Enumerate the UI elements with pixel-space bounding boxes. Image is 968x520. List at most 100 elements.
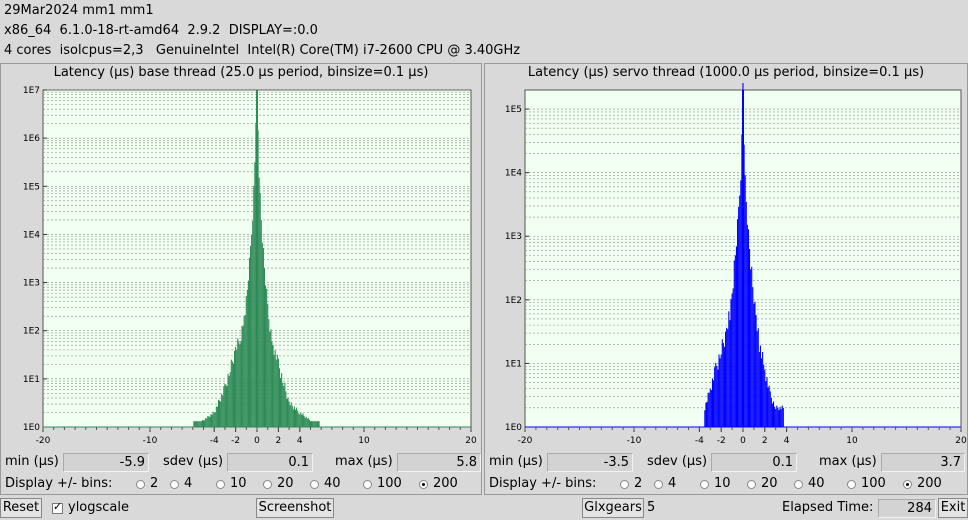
servo-histogram-bar	[771, 403, 773, 427]
servo-histogram-bar	[755, 315, 757, 427]
servo-bins-radio-100[interactable]	[847, 480, 856, 489]
base-histogram-bar	[300, 412, 302, 427]
base-bins-radio-20[interactable]	[263, 480, 272, 489]
screenshot-button[interactable]: Screenshot	[256, 498, 334, 518]
base-histogram-bar	[270, 329, 272, 427]
base-min-value: -5.9	[63, 453, 149, 472]
servo-histogram-bar	[719, 358, 721, 427]
servo-histogram-bar	[704, 410, 706, 427]
base-histogram-bar	[290, 402, 292, 427]
servo-bins-radio-4[interactable]	[654, 480, 663, 489]
base-histogram-bar	[200, 421, 202, 427]
base-histogram-bar	[233, 350, 236, 427]
base-histogram-bar	[268, 319, 270, 427]
base-histogram: 1E0 1E1 1E2 1E3 1E4 1E5 1E6 1E7 -20 -10 -4 -2 0 2 4 10 2…	[3, 83, 481, 490]
base-bins-radio-40[interactable]	[310, 480, 319, 489]
servo-histogram-bar	[766, 377, 768, 427]
base-bins-radio-2[interactable]	[136, 480, 145, 489]
servo-histogram-bar	[760, 358, 763, 427]
servo-x-tick-label: 10	[846, 436, 858, 446]
servo-histogram-bar	[769, 391, 771, 427]
servo-histogram-bar	[743, 144, 745, 427]
base-histogram-bar	[296, 407, 298, 427]
servo-histogram-bar	[772, 401, 775, 427]
servo-histogram-bar	[740, 180, 742, 427]
servo-y-tick-label: 1E4	[505, 169, 522, 179]
servo-histogram-bar	[710, 390, 712, 427]
base-bins-radio-100[interactable]	[363, 480, 372, 489]
base-histogram-bar	[243, 316, 245, 427]
base-x-tick-label: -10	[143, 436, 158, 446]
servo-bins-radio-10[interactable]	[700, 480, 709, 489]
base-y-tick-label: 1E1	[23, 375, 40, 385]
servo-histogram-bar	[728, 311, 730, 427]
servo-bins-radio-200[interactable]	[903, 480, 912, 489]
glxgears-count: 5	[647, 500, 656, 515]
servo-histogram-bar	[711, 378, 714, 427]
base-histogram-bar	[210, 414, 212, 427]
base-chart-title: Latency (µs) base thread (25.0 µs period…	[53, 65, 429, 80]
servo-histogram-bar	[708, 392, 710, 427]
base-thread-panel: Latency (µs) base thread (25.0 µs period…	[0, 63, 482, 495]
exit-button[interactable]: Exit	[938, 498, 968, 518]
servo-histogram-bar	[731, 293, 733, 427]
servo-max-label: max (µs)	[819, 454, 877, 469]
base-bins-radio-200[interactable]	[419, 480, 428, 489]
base-histogram-bar	[316, 421, 318, 427]
base-bins-option-4: 4	[184, 476, 193, 491]
base-histogram-bar	[221, 393, 223, 427]
base-histogram-bar	[242, 325, 244, 427]
servo-bins-option-200: 200	[917, 476, 942, 491]
servo-histogram-bar	[721, 339, 723, 427]
base-histogram-bar	[217, 400, 220, 427]
servo-bins-radio-2[interactable]	[620, 480, 629, 489]
servo-x-tick-label: 20	[955, 436, 967, 446]
base-bins-radio-10[interactable]	[216, 480, 225, 489]
base-histogram-bar	[308, 419, 310, 427]
servo-x-tick-label: 4	[784, 436, 790, 446]
base-histogram-bar	[257, 130, 259, 427]
servo-histogram-bar	[720, 354, 722, 427]
servo-histogram-bar	[751, 266, 753, 427]
base-histogram-bar	[212, 411, 214, 427]
glxgears-button[interactable]: Glxgears	[582, 498, 644, 518]
base-histogram-bar	[205, 418, 207, 427]
ylogscale-checkbox[interactable]: ✓	[52, 500, 63, 514]
base-x-tick-label: 10	[358, 436, 370, 446]
base-histogram-bar	[195, 421, 197, 427]
base-histogram-bar	[285, 391, 287, 427]
servo-peak-bar	[742, 90, 744, 427]
servo-histogram-bar	[738, 206, 740, 427]
elapsed-time-value: 284	[878, 499, 936, 518]
servo-histogram-bar	[764, 369, 766, 427]
base-histogram-bar	[237, 338, 239, 427]
servo-bins-radio-40[interactable]	[794, 480, 803, 489]
base-bins-radio-4[interactable]	[170, 480, 179, 489]
servo-histogram-bar	[752, 287, 754, 427]
base-histogram-bar	[269, 331, 271, 427]
servo-bins-option-2: 2	[634, 476, 643, 491]
base-histogram-bar	[204, 420, 206, 427]
servo-y-tick-label: 1E3	[505, 232, 522, 242]
servo-histogram-bar	[759, 345, 761, 427]
servo-histogram-bar	[781, 405, 783, 427]
servo-histogram-bar	[777, 407, 779, 427]
header-date-host: 29Mar2024 mm1 mm1	[4, 3, 154, 18]
base-histogram-bar	[196, 421, 198, 427]
base-sdev-label: sdev (µs)	[163, 454, 224, 469]
servo-histogram-bar	[756, 331, 758, 427]
base-y-tick-label: 1E6	[23, 134, 40, 144]
base-x-tick-label: -4	[210, 436, 219, 446]
base-histogram-bar	[258, 177, 260, 427]
base-histogram-bar	[261, 242, 263, 427]
base-histogram-bar	[265, 285, 267, 427]
servo-histogram-bar	[709, 388, 711, 427]
base-max-value: 5.8	[397, 453, 481, 472]
base-bins-option-20: 20	[277, 476, 294, 491]
reset-button[interactable]: Reset	[0, 498, 42, 518]
base-histogram-bar	[318, 421, 320, 427]
base-histogram-bar	[304, 417, 306, 427]
base-histogram-bar	[202, 420, 205, 427]
servo-bins-radio-20[interactable]	[747, 480, 756, 489]
